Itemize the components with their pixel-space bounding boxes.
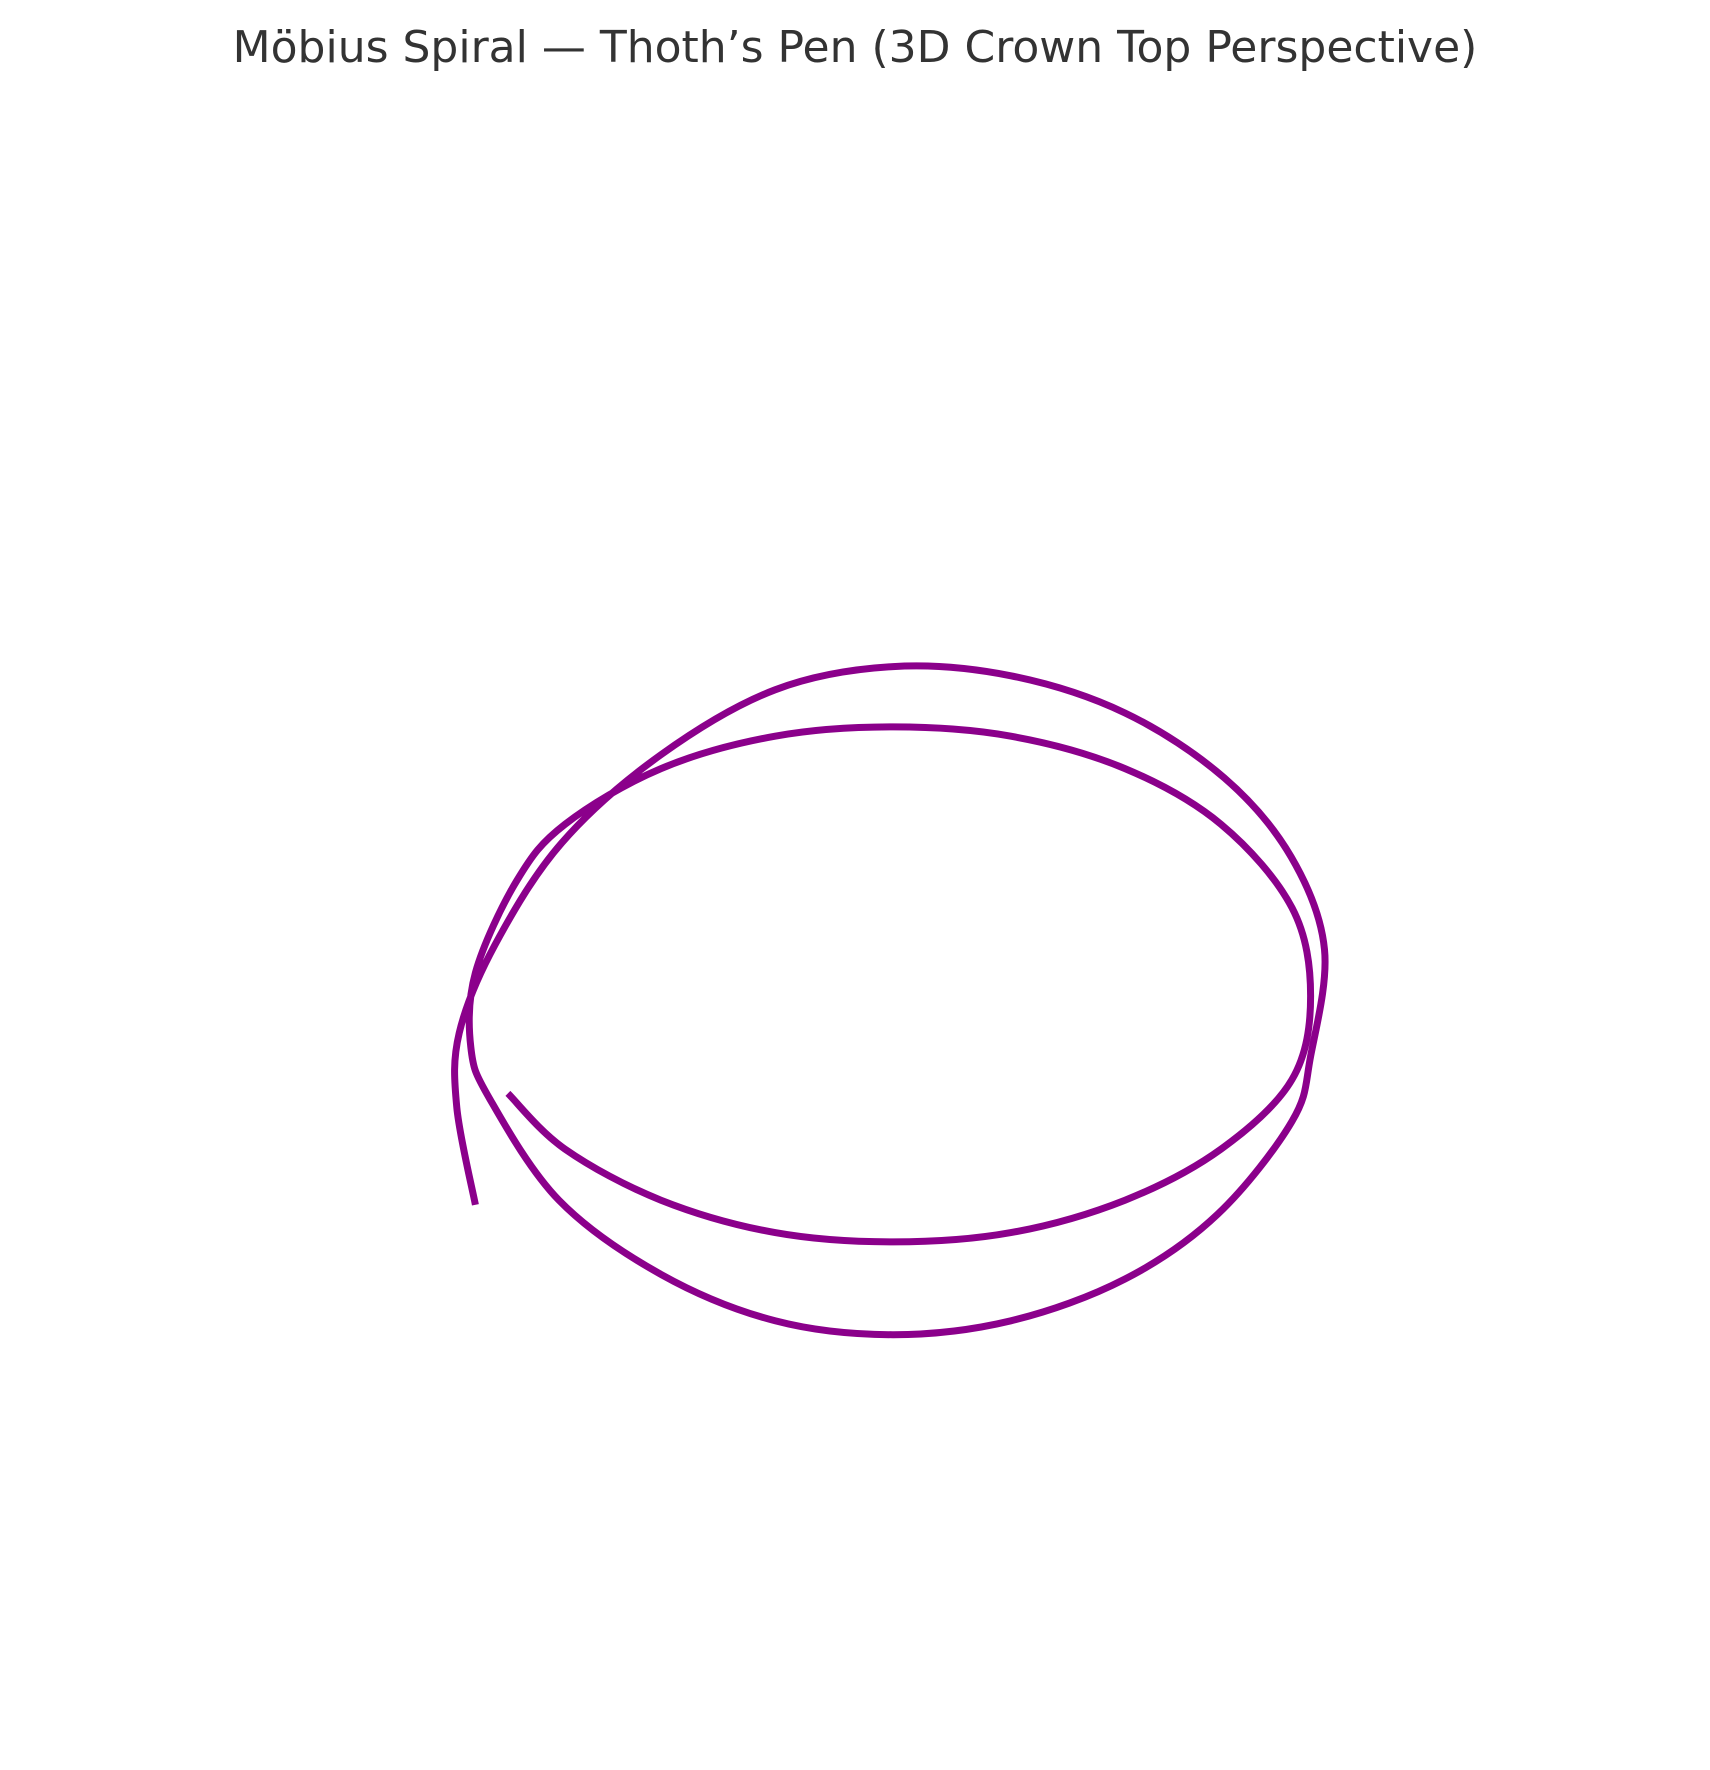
plot-area [451, 662, 1329, 1339]
chart-title: Möbius Spiral — Thoth’s Pen (3D Crown To… [233, 22, 1478, 73]
spiral-series-line [451, 662, 1329, 1339]
